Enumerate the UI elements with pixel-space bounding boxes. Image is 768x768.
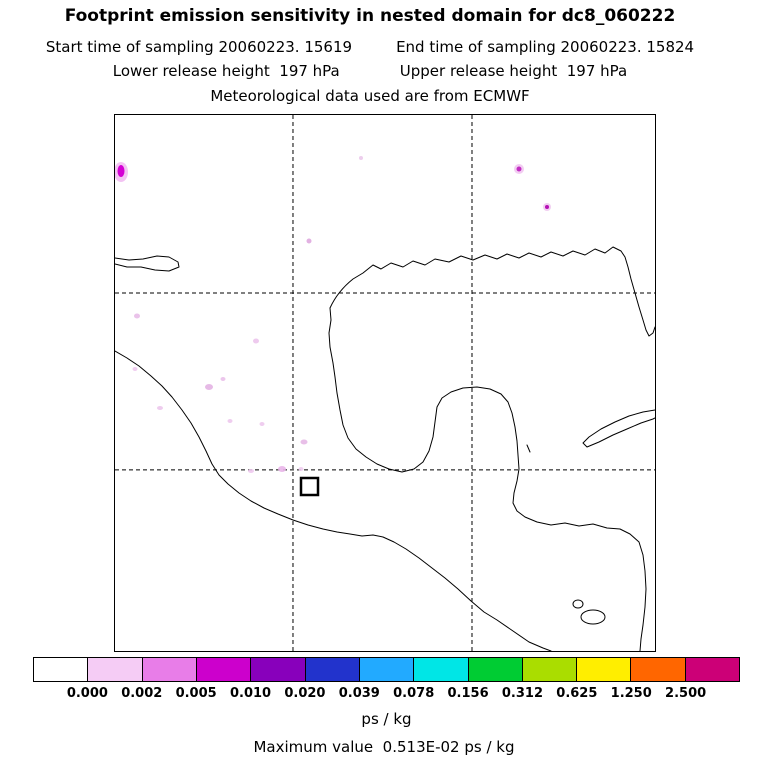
sensitivity-hotspot xyxy=(278,466,286,472)
colorbar-segment xyxy=(142,658,197,681)
colorbar-tick-label: 0.078 xyxy=(393,686,435,701)
map-canvas xyxy=(115,115,655,651)
colorbar-tick-label: 2.500 xyxy=(665,686,707,701)
colorbar-segment xyxy=(34,658,89,681)
colorbar-ticks: 0.000 0.002 0.005 0.010 0.020 0.039 0.078 0.156… xyxy=(33,686,740,704)
sensitivity-hotspot xyxy=(253,338,259,344)
colorbar-segment xyxy=(251,658,306,681)
sensitivity-hotspot xyxy=(300,439,308,445)
colorbar-tick-label: 0.005 xyxy=(175,686,217,701)
colorbar-tick-label: 0.312 xyxy=(501,686,544,701)
sensitivity-hotspot xyxy=(205,384,213,390)
sensitivity-hotspot xyxy=(134,313,140,319)
colorbar-tick-label: 1.250 xyxy=(610,686,652,701)
map-panel xyxy=(114,114,656,652)
sensitivity-hotspot xyxy=(306,238,312,244)
sensitivity-hotspot xyxy=(259,422,265,426)
colorbar-tick-label: 0.625 xyxy=(556,686,598,701)
sensitivity-hotspot xyxy=(117,165,125,177)
colorbar-segment xyxy=(577,658,632,681)
colorbar-tick-label: 0.156 xyxy=(447,686,489,701)
colorbar-segment xyxy=(414,658,469,681)
colorbar-segment xyxy=(685,658,740,681)
maximum-value-label: Maximum value 0.513E-02 ps / kg xyxy=(253,738,515,756)
gridlines xyxy=(115,115,655,651)
coastline-cuba xyxy=(582,409,655,448)
colorbar-segment xyxy=(359,658,415,681)
sampling-times-line: Start time of sampling 20060223. 15619 E… xyxy=(0,38,740,56)
colorbar-segment xyxy=(88,658,143,681)
sensitivity-hotspot xyxy=(298,467,304,471)
colorbar-tick-label: 0.002 xyxy=(121,686,163,701)
sensitivity-hotspot xyxy=(516,166,522,172)
hotspot-layer xyxy=(115,156,551,473)
colorbar-tick-label: 0.039 xyxy=(338,686,380,701)
start-time-text: Start time of sampling 20060223. 15619 xyxy=(45,38,353,56)
coastline-mexico-gulf-yucatan xyxy=(328,307,647,651)
colorbar-units-label: ps / kg xyxy=(361,710,412,728)
lake-managua xyxy=(572,599,584,609)
coastline-us-gulf-florida xyxy=(329,246,655,337)
colorbar-tick-label: 0.020 xyxy=(284,686,326,701)
colorbar-segment xyxy=(305,658,360,681)
met-source-line: Meteorological data used are from ECMWF xyxy=(210,87,530,105)
colorbar-segment xyxy=(196,658,252,681)
colorbar-tick-label: 0.000 xyxy=(66,686,108,701)
colorbar-tick-label: 0.010 xyxy=(229,686,272,701)
upper-release-text: Upper release height 197 hPa xyxy=(399,62,628,80)
receptor-marker xyxy=(299,476,320,497)
colorbar-segment xyxy=(468,658,523,681)
sensitivity-hotspot xyxy=(227,419,233,423)
coastline-pacific xyxy=(115,350,552,651)
release-heights-line: Lower release height 197 hPa Upper relea… xyxy=(0,62,740,80)
sensitivity-hotspot xyxy=(132,367,138,371)
sensitivity-hotspot xyxy=(157,406,163,410)
colorbar xyxy=(33,657,740,682)
lower-release-text: Lower release height 197 hPa xyxy=(112,62,340,80)
sensitivity-hotspot xyxy=(248,469,254,473)
sensitivity-hotspot xyxy=(545,205,549,209)
page-title: Footprint emission sensitivity in nested… xyxy=(64,6,676,26)
island-cozumel xyxy=(526,444,531,453)
coastlines xyxy=(115,246,655,651)
colorbar-segment xyxy=(522,658,578,681)
sensitivity-hotspot xyxy=(359,156,363,160)
sensitivity-hotspot xyxy=(220,377,226,381)
colorbar-segment xyxy=(631,658,686,681)
coastline-baja-tip xyxy=(115,255,180,272)
lake-nicaragua xyxy=(580,609,606,625)
end-time-text: End time of sampling 20060223. 15824 xyxy=(396,38,695,56)
